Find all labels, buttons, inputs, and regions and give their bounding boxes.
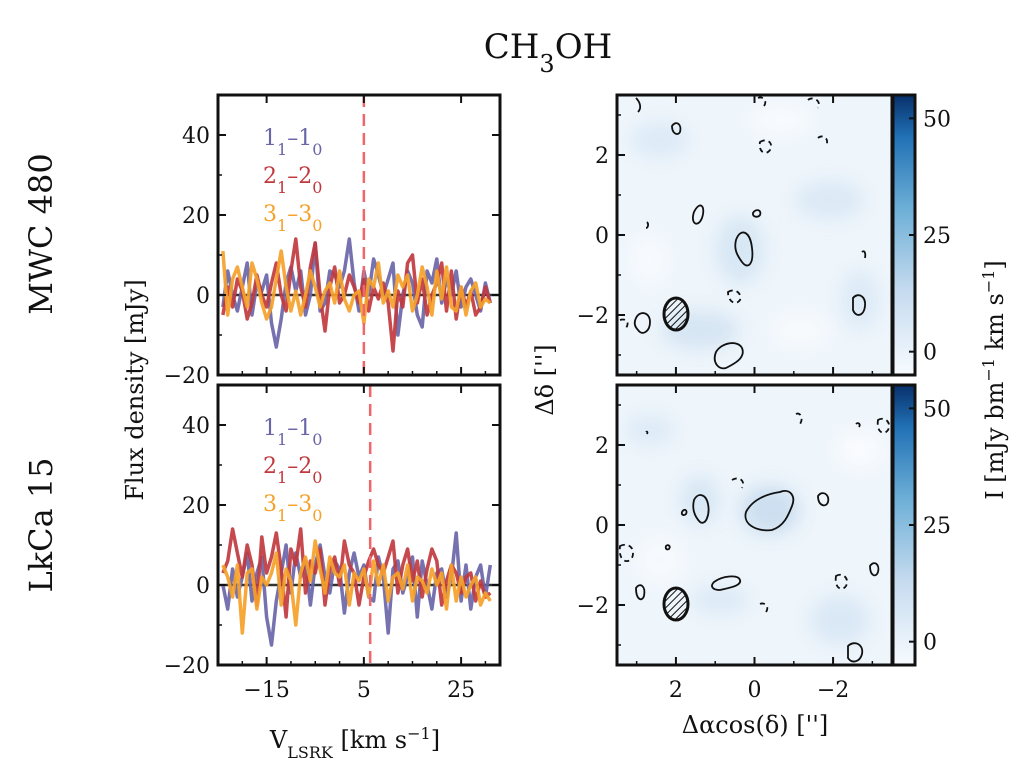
colorbar-tick-label: 50 xyxy=(923,397,951,422)
series-line-3 xyxy=(221,539,492,635)
y-tick-label: −2 xyxy=(577,304,609,329)
spectra-ylabel: Flux density [mJy] xyxy=(121,279,149,500)
series-line-2 xyxy=(221,527,492,619)
legend-entry-2: 21–20 xyxy=(263,164,322,197)
x-tick-label: 5 xyxy=(357,678,371,703)
image-ylabel: Δδ [''] xyxy=(531,344,559,415)
y-tick-label: 0 xyxy=(196,574,210,599)
figure-title: CH3OH xyxy=(484,27,612,78)
emission-map xyxy=(617,385,892,665)
legend-entry-1: 11–10 xyxy=(263,126,322,159)
spectrum-frame xyxy=(216,93,502,377)
colorbar-tick-label: 25 xyxy=(923,224,951,249)
y-tick-label: 40 xyxy=(182,414,210,439)
colorbar-top: 0 25 50 xyxy=(891,93,951,377)
x-tick-label: −2 xyxy=(817,678,849,703)
x-tick-label: 25 xyxy=(447,678,475,703)
colorbar-tick-label: 0 xyxy=(923,341,937,366)
colorbar-tick-label: 25 xyxy=(923,514,951,539)
colorbar-label: I [mJy bm−1 km s−1] xyxy=(979,260,1010,500)
spectra-xlabel: VLSRK [km s−1] xyxy=(269,724,440,762)
x-tick-label: 2 xyxy=(669,678,683,703)
beam-ellipse xyxy=(662,586,690,622)
beam-ellipse xyxy=(662,296,690,332)
image-panel-mwc480: −2 0 2 xyxy=(577,93,894,377)
legend-entry-2: 21–20 xyxy=(263,454,322,487)
image-xlabel: Δαcos(δ) [''] xyxy=(682,711,828,739)
y-tick-label: 0 xyxy=(196,284,210,309)
y-tick-label: 20 xyxy=(182,494,210,519)
colorbar-tick-label: 0 xyxy=(923,631,937,656)
y-tick-label: 2 xyxy=(595,144,609,169)
spectrum-panel-lkca15: −20 0 20 40 −15 5 25 11–10 21–20 31–30 xyxy=(164,383,502,703)
y-tick-label: −20 xyxy=(164,364,210,389)
row-label-mwc480: MWC 480 xyxy=(22,153,60,314)
y-tick-label: 20 xyxy=(182,204,210,229)
emission-map xyxy=(617,95,892,375)
y-tick-label: 2 xyxy=(595,434,609,459)
image-panel-lkca15: −2 0 2 −2 0 2 xyxy=(577,383,894,703)
legend-entry-3: 31–30 xyxy=(263,202,322,235)
y-tick-label: −2 xyxy=(577,594,609,619)
x-tick-label: −15 xyxy=(243,678,289,703)
y-tick-label: 0 xyxy=(595,224,609,249)
colorbar-bottom: 0 25 50 xyxy=(891,383,951,667)
spectrum-frame xyxy=(216,383,502,667)
y-tick-label: −20 xyxy=(164,654,210,679)
y-tick-label: 0 xyxy=(595,514,609,539)
colorbar-tick-label: 50 xyxy=(923,107,951,132)
y-tick-label: 40 xyxy=(182,124,210,149)
legend-entry-3: 31–30 xyxy=(263,492,322,525)
x-tick-label: 0 xyxy=(748,678,762,703)
spectrum-panel-mwc480: −20 0 20 40 11–10 21–20 31–30 xyxy=(164,93,502,389)
row-label-lkca15: LkCa 15 xyxy=(22,457,60,592)
series-line-3 xyxy=(221,249,492,325)
legend-entry-1: 11–10 xyxy=(263,416,322,449)
